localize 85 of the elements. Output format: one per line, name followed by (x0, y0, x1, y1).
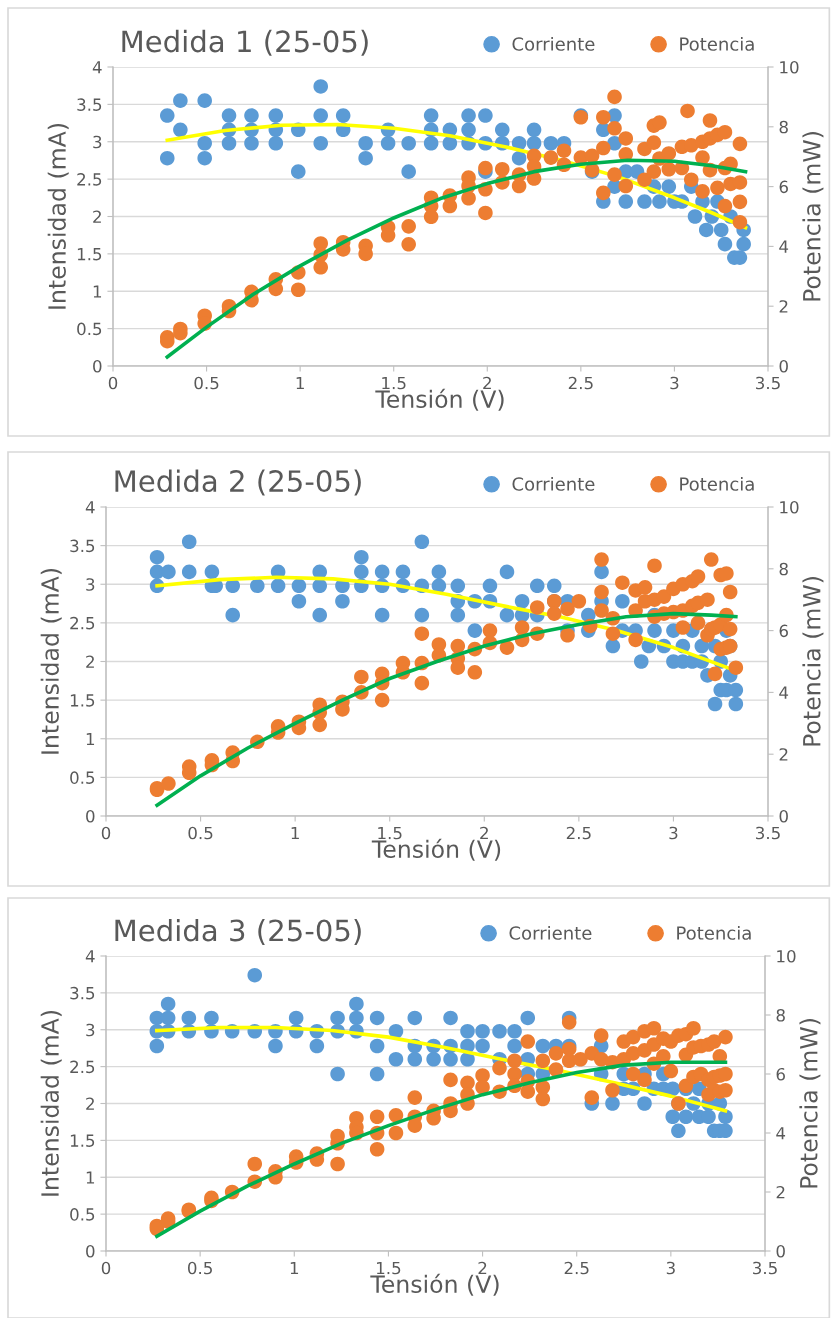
y2-tick-label: 6 (776, 1067, 785, 1081)
y2-tick-label: 0 (776, 1244, 785, 1258)
y2-axis-title: Potencia (mW) (802, 132, 824, 301)
y-tick-label: 0.5 (70, 771, 95, 784)
y2-tick-label: 8 (776, 1008, 785, 1022)
y-tick-label: 2.5 (70, 1060, 95, 1074)
y2-axis-title: Potencia (mW) (799, 1019, 821, 1188)
x-axis-title: Tensión (V) (375, 388, 504, 411)
y-tick-label: 0 (86, 809, 95, 823)
y-tick-label: 2.5 (70, 616, 95, 630)
x-tick-label: 0.5 (188, 826, 213, 840)
y-tick-label: 3 (86, 578, 95, 591)
y2-tick-label: 0 (779, 809, 788, 823)
y-tick-label: 1 (86, 732, 95, 746)
x-tick-label: 3 (666, 1261, 675, 1275)
legend-label: Potencia (677, 925, 751, 940)
y2-tick-label: 10 (780, 60, 799, 74)
y2-tick-label: 2 (779, 748, 788, 761)
legend-label: Corriente (509, 925, 592, 940)
y-tick-label: 2 (86, 1097, 94, 1110)
x-tick-label: 3 (669, 826, 678, 840)
x-tick-label: 3.5 (753, 1261, 777, 1275)
y2-tick-label: 4 (779, 686, 789, 699)
y-tick-label: 3.5 (70, 539, 95, 553)
y-tick-label: 4 (85, 501, 95, 514)
y-tick-label: 3 (86, 1023, 95, 1037)
y2-tick-label: 10 (777, 949, 796, 963)
x-tick-label: 2.5 (566, 826, 591, 840)
y-tick-label: 1.5 (70, 694, 95, 707)
x-tick-label: 1.5 (382, 376, 406, 390)
y-tick-label: 1 (93, 285, 102, 298)
x-tick-label: 2 (478, 1261, 487, 1275)
x-tick-label: 0 (108, 376, 118, 390)
y-tick-label: 4 (85, 950, 95, 963)
chart-title: Medida 3 (25-05) (115, 918, 361, 945)
y-tick-label: 3.5 (77, 98, 102, 111)
x-tick-label: 0.5 (187, 1261, 212, 1275)
x-axis-title: Tensión (V) (370, 1273, 499, 1296)
y-axis-title: Intensidad (mA) (47, 124, 69, 309)
y2-tick-label: 10 (780, 500, 799, 514)
y-tick-label: 0.5 (70, 1208, 95, 1221)
y-tick-label: 0 (93, 359, 102, 373)
y2-tick-label: 8 (779, 562, 788, 576)
x-tick-label: 0.5 (194, 376, 219, 390)
y2-tick-label: 8 (779, 120, 788, 134)
y2-tick-label: 2 (779, 300, 788, 313)
y-tick-label: 1.5 (77, 248, 102, 261)
x-axis-title: Tensión (V) (371, 838, 501, 861)
y-tick-label: 3.5 (70, 986, 95, 1000)
y2-tick-label: 2 (776, 1185, 785, 1199)
y-tick-label: 1 (86, 1171, 95, 1184)
y-tick-label: 2 (93, 210, 101, 223)
y-tick-label: 1.5 (70, 1134, 95, 1147)
y-axis-title: Intensidad (mA) (40, 569, 62, 754)
y2-tick-label: 0 (779, 359, 788, 373)
y2-tick-label: 4 (776, 1127, 786, 1140)
legend-label: Potencia (680, 36, 754, 51)
x-tick-label: 2.5 (568, 376, 593, 390)
y-axis-title: Intensidad (mA) (40, 1011, 62, 1196)
x-tick-label: 1.5 (378, 826, 402, 840)
legend-label: Potencia (680, 476, 754, 491)
y2-tick-label: 4 (779, 240, 789, 253)
y-tick-label: 3 (93, 135, 102, 149)
x-tick-label: 1 (296, 376, 304, 390)
y2-axis-title: Potencia (mW) (802, 577, 824, 746)
x-tick-label: 3.5 (756, 826, 780, 840)
legend-label: Corriente (512, 36, 595, 51)
x-tick-label: 1.5 (377, 1261, 401, 1275)
y2-tick-label: 6 (779, 624, 788, 638)
y2-tick-label: 6 (779, 180, 788, 194)
y-tick-label: 0 (86, 1244, 95, 1258)
legend-label: Corriente (512, 476, 595, 491)
x-tick-label: 2 (480, 826, 488, 840)
x-tick-label: 1 (290, 1261, 299, 1275)
x-tick-label: 2.5 (564, 1261, 589, 1275)
y-tick-label: 2 (86, 655, 94, 668)
x-tick-label: 3 (670, 376, 679, 390)
x-tick-label: 2 (483, 376, 491, 390)
x-tick-label: 1 (291, 826, 299, 840)
y-tick-label: 4 (92, 61, 102, 74)
y-tick-label: 0.5 (77, 322, 102, 336)
chart-title: Medida 1 (25-05) (122, 29, 368, 56)
chart-title: Medida 2 (25-05) (115, 469, 361, 496)
y-tick-label: 2.5 (77, 173, 102, 186)
x-tick-label: 3.5 (756, 376, 780, 390)
